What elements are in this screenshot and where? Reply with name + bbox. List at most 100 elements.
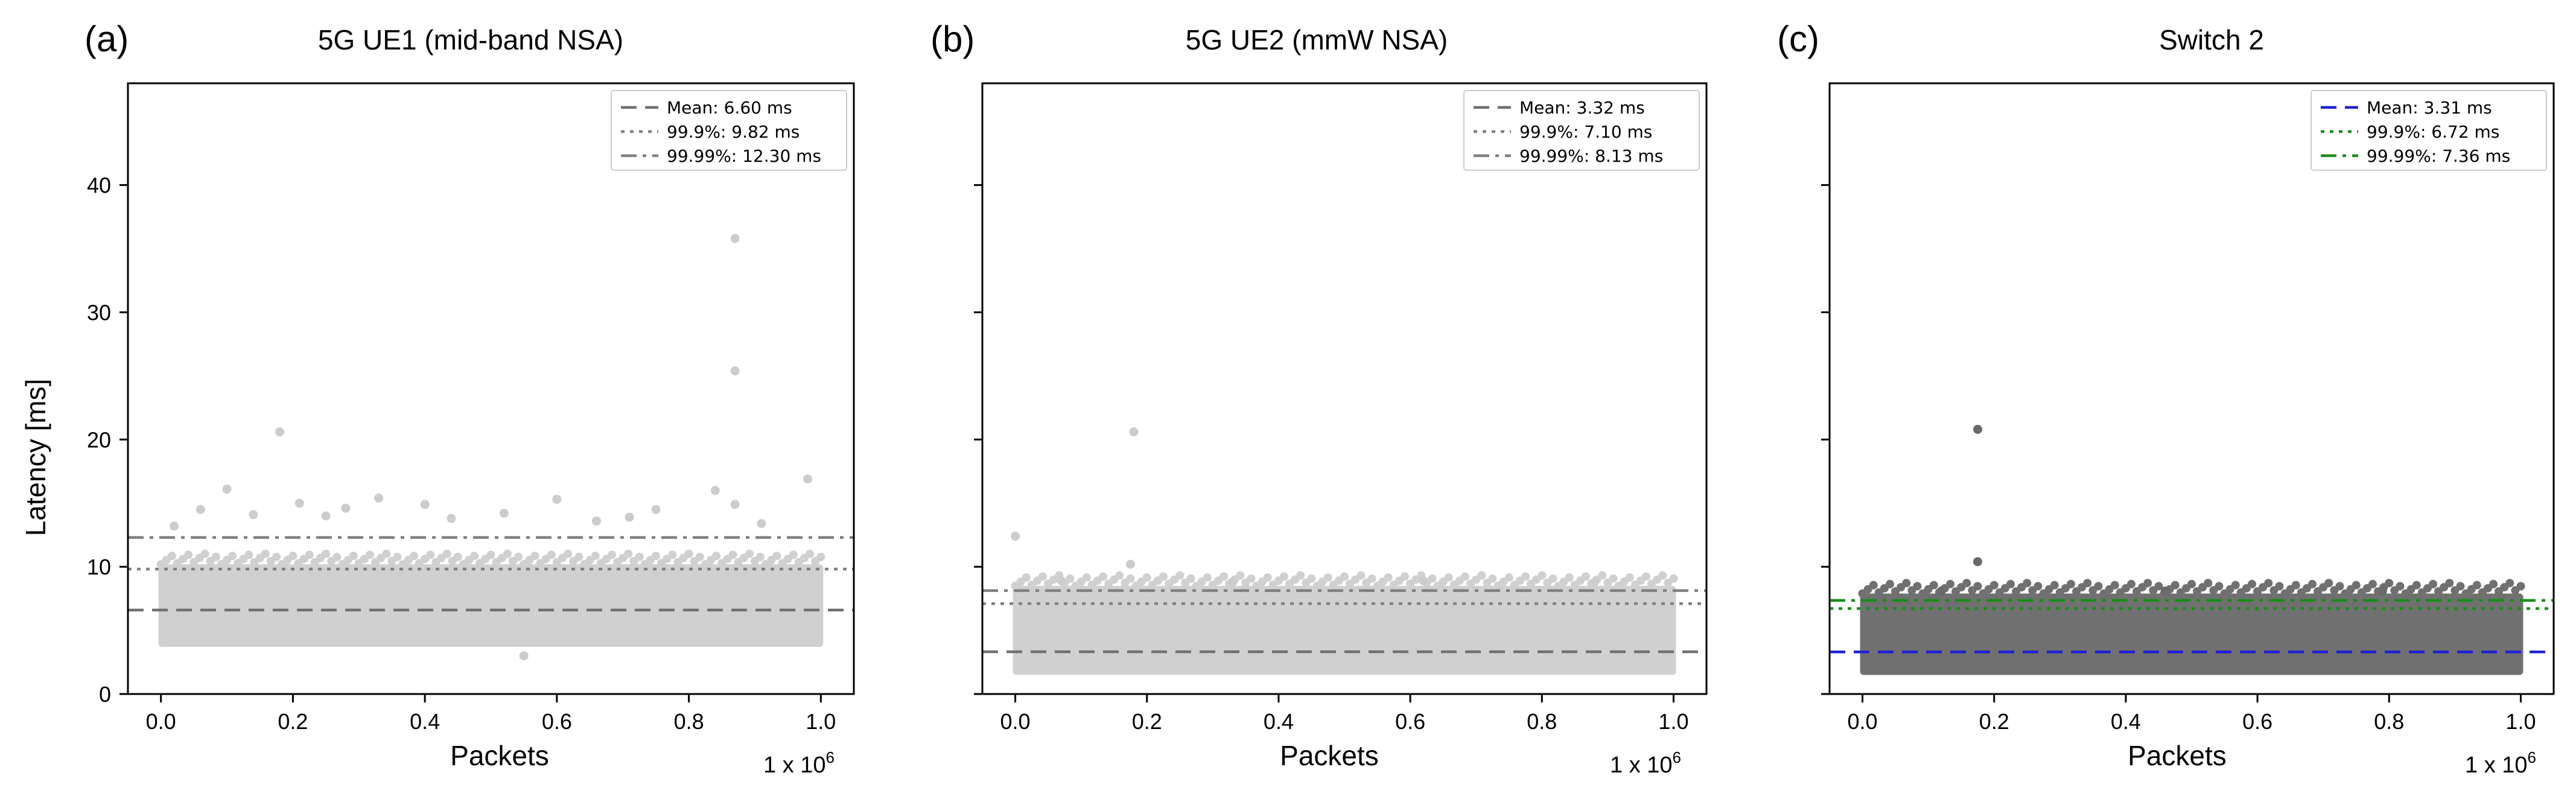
panel-c-edge-point [2264, 579, 2273, 588]
panel-a-edge-point [426, 550, 435, 559]
panel-b-x-tick-label: 0.8 [1527, 709, 1557, 734]
panel-c-legend-entry: 99.99%: 7.36 ms [2367, 146, 2510, 166]
panel-b-edge-point [1669, 574, 1678, 583]
panel-b-edge-point [1280, 572, 1288, 581]
panel-a-edge-point [272, 552, 281, 561]
panel-a-edge-point [261, 549, 270, 558]
panel-b-edge-point [1115, 571, 1124, 580]
panel-c-edge-point [1973, 582, 1982, 591]
panel-c-edge-point [2187, 579, 2196, 588]
panel-a-edge-point [756, 552, 765, 561]
panel-c-edge-point [2385, 579, 2394, 588]
panel-a-legend-entry: 99.99%: 12.30 ms [667, 146, 821, 166]
panel-b-outlier-point [1057, 576, 1066, 585]
panel-a-outlier-point [651, 505, 661, 514]
panel-c-edge-point [2456, 582, 2465, 591]
panel-c-x-tick-label: 1.0 [2505, 709, 2536, 734]
panel-b-edge-point [1582, 572, 1590, 581]
panel-c-outlier-point [2160, 586, 2170, 596]
panel-b-outlier-point [1419, 576, 1428, 585]
panel-b-edge-point [1609, 574, 1618, 583]
panel-c-edge-point [1886, 579, 1894, 588]
panel-c-edge-point [2034, 582, 2043, 591]
panel-b-outlier-point [1011, 532, 1020, 541]
panel-a-edge-point [712, 552, 721, 561]
panel-a-outlier-point [275, 427, 285, 437]
panel-a-edge-point [442, 549, 451, 558]
panel-b-legend-entry: 99.9%: 7.10 ms [1519, 122, 1652, 142]
panel-a-label: (a) [84, 19, 129, 59]
panel-a-x-multiplier-base: 1 x 10 [763, 753, 826, 778]
panel-a-edge-point [470, 552, 479, 561]
panel-a-y-tick-label: 30 [87, 301, 111, 325]
panel-a-outlier-point [249, 510, 258, 520]
panel-b-edge-point [1022, 573, 1031, 582]
panel-b-outlier-point [1129, 427, 1139, 437]
panel-a-edge-point [574, 552, 584, 561]
panel-a-edge-point [200, 549, 209, 558]
panel-c-edge-point [1946, 579, 1954, 588]
panel-a-edge-point [695, 552, 704, 561]
panel-a-edge-point [514, 552, 523, 561]
panel-b-edge-point [1598, 571, 1607, 580]
panel-a-data-band [158, 564, 824, 647]
panel-b-outlier-point [1228, 577, 1238, 587]
panel-a-outlier-point [730, 366, 740, 375]
panel-a-outlier-point [757, 518, 766, 528]
panel-a-y-tick-label: 10 [87, 555, 111, 579]
panel-b-edge-point [1263, 573, 1272, 582]
panel-b-axes-frame [981, 82, 1708, 695]
panel-a-y-tick-label: 40 [87, 173, 111, 198]
panel-c-edge-point [2445, 579, 2454, 588]
panel-c-edge-point [2516, 582, 2525, 591]
panel-a-edge-point [745, 549, 754, 558]
panel-a-outlier-point [499, 509, 509, 518]
panel-b-edge-point [1247, 574, 1256, 583]
panel-a-edge-point [608, 550, 616, 559]
panel-c-edge-point [2335, 582, 2344, 591]
panel-c-edge-point [2248, 579, 2256, 588]
panel-c-edge-point [2006, 579, 2015, 588]
panel-c-edge-point [2094, 582, 2103, 591]
panel-b-edge-point [1477, 571, 1486, 580]
panel-c-edge-point [2231, 581, 2240, 590]
panel-a-outlier-point [730, 500, 740, 509]
panel-a-edge-point [806, 549, 815, 558]
panel-c-edge-point [2396, 582, 2405, 591]
panel-a-edge-point [288, 552, 297, 561]
panel-b-edge-point [1658, 571, 1667, 580]
panel-c-edge-point [2275, 582, 2284, 591]
panel-c-legend-entry: Mean: 3.31 ms [2367, 98, 2492, 118]
panel-c-x-multiplier-base: 1 x 10 [2465, 753, 2528, 778]
panel-a-outlier-point [222, 485, 232, 494]
panel-c-edge-point [1869, 581, 1878, 590]
panel-c-edge-point [2204, 579, 2213, 588]
panel-b-x-axis-label: Packets [1280, 740, 1379, 771]
panel-c-edge-point [2067, 579, 2075, 588]
panel-c-outlier-point [2377, 586, 2387, 596]
panel-a-edge-point [728, 550, 737, 559]
panel-b-edge-point [1142, 573, 1151, 582]
panel-a-axes-frame [127, 82, 855, 695]
panel-a-outlier-point [294, 498, 304, 508]
panel-c-plot-area: 0.0 0.2 0.4 0.6 0.8 1.0 Mean: 3.31 ms 99.9%: 6.… [1821, 82, 2555, 734]
panel-b-x-tick-label: 0.2 [1132, 709, 1162, 734]
panel-c-edge-point [2083, 579, 2092, 588]
panel-c-edge-point [2171, 581, 2180, 590]
panel-a-edge-point [564, 549, 573, 558]
panel-c-legend-entry: 99.9%: 6.72 ms [2367, 122, 2499, 142]
panel-b-edge-point [1642, 572, 1650, 581]
panel-a-y-tick-label: 0 [99, 682, 111, 707]
panel-b-edge-point [1548, 574, 1557, 583]
panel-a-edge-point [530, 552, 539, 561]
panel-b-label: (b) [930, 19, 975, 59]
panel-b-edge-point [1356, 571, 1366, 580]
panel-c-edge-point [2050, 581, 2059, 590]
panel-b-legend-entry: Mean: 3.32 ms [1519, 98, 1645, 118]
panel-c-edge-point [1913, 582, 1922, 591]
panel-b-legend [1463, 90, 1700, 171]
panel-c-edge-point [1989, 581, 1999, 590]
panel-b-data-band [1013, 585, 1676, 675]
panel-b-edge-point [1082, 573, 1091, 582]
